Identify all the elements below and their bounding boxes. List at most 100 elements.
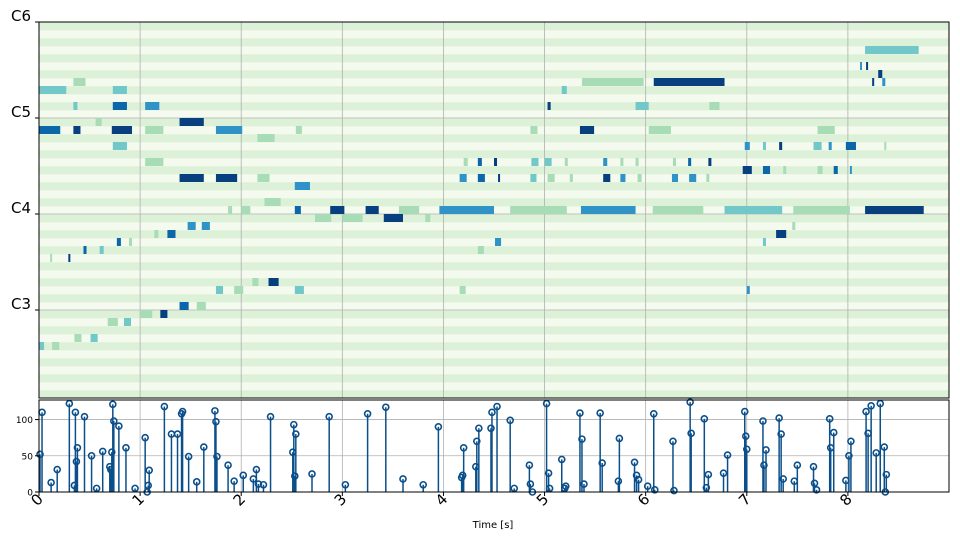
pitch-row-band — [39, 302, 949, 311]
velocity-marker — [173, 430, 182, 438]
note — [530, 126, 538, 134]
pitch-tick-label: C6 — [11, 7, 31, 25]
velocity-marker — [882, 470, 891, 479]
pitch-tick-label: C5 — [11, 103, 31, 121]
velocity-y-ticks: 0 50 100 — [16, 416, 39, 499]
piano-roll-y-tick-labels: C3 C4 C5 C6 — [11, 7, 39, 313]
note — [792, 222, 796, 230]
note — [688, 158, 692, 166]
velocity-x-tick-label: 2 — [230, 490, 249, 509]
velocity-x-tick-label: 6 — [634, 490, 653, 509]
velocity-marker — [239, 471, 248, 480]
note — [866, 62, 869, 70]
pitch-row-band — [39, 22, 949, 31]
note — [849, 166, 852, 174]
piano-roll-bands — [39, 22, 949, 399]
velocity-marker — [325, 412, 333, 421]
velocity-marker — [847, 437, 855, 446]
velocity-marker — [144, 481, 152, 490]
velocity-marker — [686, 398, 694, 406]
velocity-marker — [184, 452, 193, 461]
velocity-marker — [71, 408, 80, 417]
note — [569, 174, 573, 182]
note — [264, 198, 281, 206]
pitch-row-band — [39, 110, 949, 119]
note — [530, 174, 537, 182]
note — [383, 214, 403, 222]
velocity-marker — [525, 461, 534, 469]
note — [74, 334, 82, 342]
velocity-marker — [145, 466, 154, 475]
note — [257, 134, 275, 142]
velocity-marker — [670, 486, 678, 495]
velocity-marker — [578, 435, 586, 443]
pitch-row-band — [39, 334, 949, 343]
note — [187, 222, 196, 230]
note — [762, 238, 766, 246]
velocity-marker — [65, 399, 74, 408]
note — [620, 158, 624, 166]
note — [494, 158, 498, 166]
pitch-row-band — [39, 278, 949, 287]
note — [648, 126, 671, 134]
note — [90, 334, 98, 342]
pitch-row-band — [39, 350, 949, 359]
note — [635, 102, 649, 110]
note — [561, 86, 567, 94]
velocity-marker — [230, 477, 238, 485]
note — [671, 174, 679, 182]
note — [196, 302, 206, 310]
note — [145, 102, 160, 110]
note — [123, 318, 132, 326]
pitch-row-band — [39, 246, 949, 255]
note — [294, 182, 310, 190]
pitch-row-band — [39, 214, 949, 223]
velocity-marker — [723, 451, 732, 459]
note — [817, 126, 835, 134]
velocity-marker — [459, 444, 468, 452]
velocity-marker — [87, 451, 96, 460]
note — [459, 174, 467, 182]
note — [882, 78, 886, 86]
note — [564, 158, 568, 166]
note — [215, 174, 238, 182]
velocity-marker — [109, 400, 117, 409]
velocity-marker — [880, 443, 889, 451]
piano-roll-notes — [39, 46, 924, 350]
note — [833, 166, 838, 174]
note — [179, 174, 204, 182]
pitch-row-band — [39, 390, 949, 399]
velocity-marker — [200, 443, 208, 451]
velocity-marker — [650, 486, 659, 494]
velocity-marker — [576, 409, 584, 417]
note — [52, 342, 60, 350]
note — [652, 206, 704, 214]
velocity-marker — [434, 423, 443, 431]
note — [510, 206, 567, 214]
velocity-marker — [341, 480, 350, 489]
velocity-marker — [704, 470, 713, 479]
note — [73, 102, 78, 110]
velocity-marker — [122, 444, 130, 452]
note — [878, 70, 883, 78]
note — [201, 222, 210, 230]
velocity-marker — [73, 444, 82, 452]
velocity-marker — [363, 409, 372, 418]
note — [463, 158, 468, 166]
velocity-marker — [211, 407, 219, 415]
note — [531, 158, 539, 166]
note — [813, 142, 822, 150]
velocity-marker — [475, 424, 483, 433]
velocity-x-tick-label: 3 — [331, 490, 350, 509]
velocity-y-tick-label: 100 — [16, 416, 33, 426]
pitch-row-band — [39, 270, 949, 279]
note — [547, 174, 555, 182]
note — [860, 62, 863, 70]
note — [99, 246, 104, 254]
velocity-marker — [596, 409, 604, 417]
velocity-marker — [141, 433, 149, 442]
pitch-row-band — [39, 142, 949, 151]
velocity-marker — [308, 470, 316, 478]
velocity-marker — [224, 461, 232, 469]
pitch-row-band — [39, 342, 949, 351]
